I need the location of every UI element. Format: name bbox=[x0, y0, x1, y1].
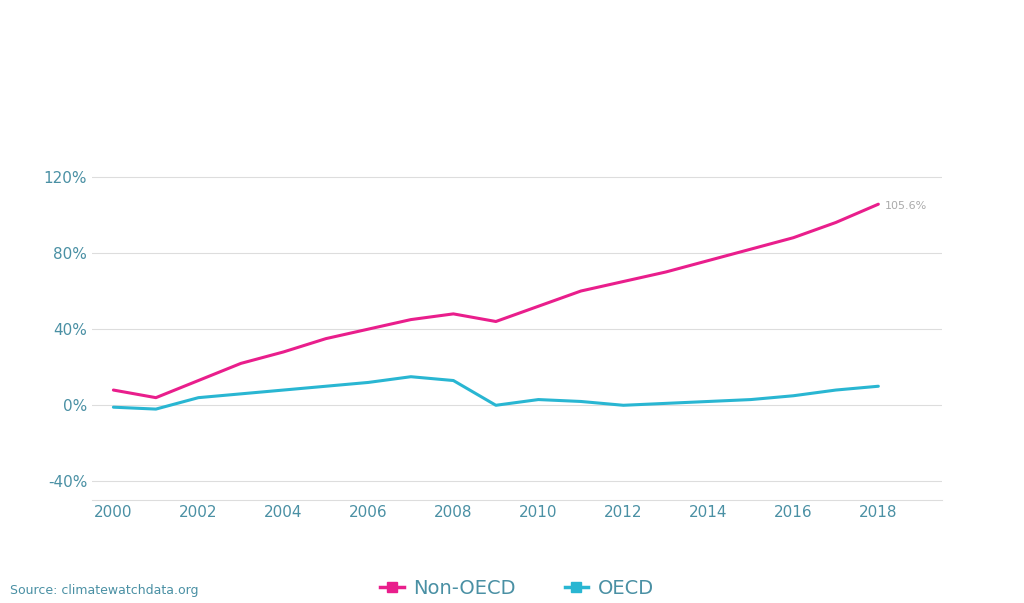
Legend: Non-OECD, OECD: Non-OECD, OECD bbox=[373, 572, 662, 603]
Text: Source: climatewatchdata.org: Source: climatewatchdata.org bbox=[10, 584, 199, 597]
Text: Emissions from transport are growing rapidly in low- and middle-
income countrie: Emissions from transport are growing rap… bbox=[24, 26, 793, 72]
Text: 105.6%: 105.6% bbox=[885, 201, 927, 211]
